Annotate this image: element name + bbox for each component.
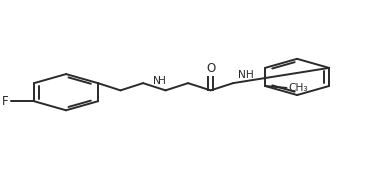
Text: NH: NH (238, 70, 253, 80)
Text: CH₃: CH₃ (288, 83, 308, 93)
Text: N: N (152, 76, 161, 86)
Text: O: O (206, 62, 215, 75)
Text: H: H (158, 76, 166, 86)
Text: F: F (2, 95, 9, 108)
